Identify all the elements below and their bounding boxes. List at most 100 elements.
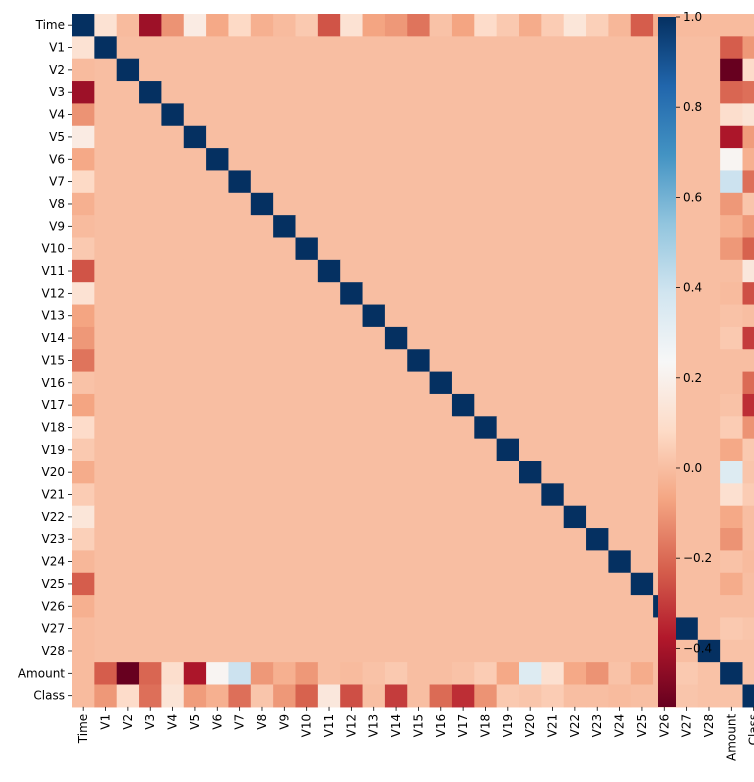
heatmap-cell-V1-V18 — [474, 36, 498, 60]
heatmap-cell-V5-V5 — [183, 125, 207, 149]
heatmap-cell-V15-V23 — [586, 349, 609, 373]
heatmap-cell-V21-V11 — [317, 483, 341, 507]
heatmap-cell-V14-V5 — [183, 326, 207, 350]
heatmap-cell-V16-V6 — [206, 371, 230, 395]
heatmap-cell-V7-V28 — [697, 170, 721, 194]
heatmap-cell-V19-V4 — [161, 438, 185, 462]
heatmap-cell-V14-V9 — [273, 326, 297, 350]
heatmap-cell-V9-V3 — [139, 215, 162, 239]
heatmap-cell-V6-V23 — [586, 148, 609, 172]
heatmap-cell-V4-V14 — [384, 103, 408, 127]
heatmap-cell-V2-V14 — [384, 58, 408, 82]
heatmap-cell-V28-V21 — [541, 639, 565, 663]
heatmap-cell-V17-V25 — [630, 393, 654, 417]
heatmap-cell-Class-V11 — [317, 684, 341, 708]
heatmap-cell-V15-V17 — [451, 349, 475, 373]
heatmap-cell-V27-V22 — [563, 617, 587, 641]
heatmap-cell-Amount-V19 — [496, 662, 520, 686]
heatmap-cell-V9-V14 — [384, 215, 408, 239]
heatmap-cell-Amount-Time — [72, 662, 95, 686]
heatmap-cell-V24-V16 — [429, 550, 453, 574]
heatmap-cell-V11-V22 — [563, 259, 587, 283]
heatmap-cell-V8-Amount — [720, 192, 744, 216]
heatmap-cell-V27-V4 — [161, 617, 185, 641]
heatmap-cell-V20-V24 — [608, 461, 632, 484]
heatmap-cell-V2-V27 — [675, 58, 699, 82]
colorbar-gradient — [658, 17, 676, 707]
heatmap-cell-Class-V6 — [206, 684, 230, 708]
heatmap-cell-V21-V4 — [161, 483, 185, 507]
heatmap-cell-V19-Time — [72, 438, 95, 462]
heatmap-cell-V7-V24 — [608, 170, 632, 194]
heatmap-cell-V26-V7 — [228, 595, 252, 619]
heatmap-cell-V2-V4 — [161, 58, 185, 82]
heatmap-cell-V6-Amount — [720, 148, 744, 172]
heatmap-cell-Amount-V7 — [228, 662, 252, 686]
x-tick-label-V15: V15 — [411, 714, 425, 737]
heatmap-cell-V5-V20 — [519, 125, 542, 149]
heatmap-cell-V8-V4 — [161, 192, 185, 216]
heatmap-cell-V16-V23 — [586, 371, 609, 395]
heatmap-cell-V11-V9 — [273, 259, 297, 283]
heatmap-cell-V4-V6 — [206, 103, 230, 127]
heatmap-cell-V2-V3 — [139, 58, 162, 82]
heatmap-cell-V27-V21 — [541, 617, 565, 641]
heatmap-cell-V26-V5 — [183, 595, 207, 619]
heatmap-cell-V15-V13 — [362, 349, 386, 373]
heatmap-cell-V27-V12 — [340, 617, 364, 641]
heatmap-cell-V26-V2 — [116, 595, 140, 619]
heatmap-cell-V13-V23 — [586, 304, 609, 328]
heatmap-cell-V26-V27 — [675, 595, 699, 619]
heatmap-cell-V4-V25 — [630, 103, 654, 127]
heatmap-cell-V5-V12 — [340, 125, 364, 149]
heatmap-cell-V1-Class — [742, 36, 754, 60]
heatmap-cell-V12-V19 — [496, 282, 520, 306]
heatmap-cell-V19-V24 — [608, 438, 632, 462]
heatmap-cell-V8-V14 — [384, 192, 408, 216]
heatmap-cell-V25-V7 — [228, 572, 252, 596]
heatmap-cell-V24-V20 — [519, 550, 542, 574]
x-tick-label-V27: V27 — [680, 714, 694, 737]
heatmap-cell-V8-V13 — [362, 192, 386, 216]
heatmap-cell-V18-V23 — [586, 416, 609, 440]
heatmap-cell-V13-V2 — [116, 304, 140, 328]
heatmap-cell-V8-V17 — [451, 192, 475, 216]
heatmap-cell-V13-Class — [742, 304, 754, 328]
heatmap-cell-V13-V27 — [675, 304, 699, 328]
y-tick-label-V11: V11 — [42, 264, 65, 278]
heatmap-cell-V22-V22 — [563, 505, 587, 529]
heatmap-cell-Class-V20 — [519, 684, 542, 708]
heatmap-cell-V28-Time — [72, 639, 95, 663]
heatmap-cell-V13-V28 — [697, 304, 721, 328]
heatmap-cell-Class-Class — [742, 684, 754, 708]
heatmap-cell-V27-V1 — [94, 617, 118, 641]
heatmap-cell-V20-V22 — [563, 461, 587, 484]
heatmap-cell-Amount-V25 — [630, 662, 654, 686]
y-tick-label-V7: V7 — [49, 175, 65, 189]
heatmap-cell-V2-V17 — [451, 58, 475, 82]
heatmap-cell-V22-Amount — [720, 505, 744, 529]
heatmap-cell-V8-V6 — [206, 192, 230, 216]
heatmap-cell-V11-V15 — [407, 259, 431, 283]
colorbar-tick-label: 0.4 — [683, 281, 702, 295]
heatmap-cell-V5-V28 — [697, 125, 721, 149]
heatmap-cell-V8-V7 — [228, 192, 252, 216]
heatmap-cell-V24-V9 — [273, 550, 297, 574]
heatmap-cell-V6-V8 — [250, 148, 274, 172]
heatmap-cell-V4-V27 — [675, 103, 699, 127]
heatmap-cell-V22-V11 — [317, 505, 341, 529]
heatmap-cell-V17-V2 — [116, 393, 140, 417]
heatmap-cell-V23-V18 — [474, 528, 498, 551]
heatmap-cell-V23-V17 — [451, 528, 475, 551]
heatmap-cell-V12-V25 — [630, 282, 654, 306]
heatmap-cell-V13-Time — [72, 304, 95, 328]
heatmap-cell-V16-V27 — [675, 371, 699, 395]
heatmap-cell-V15-V27 — [675, 349, 699, 373]
heatmap-cell-V7-V15 — [407, 170, 431, 194]
heatmap-cell-Class-V21 — [541, 684, 565, 708]
heatmap-cell-Time-V16 — [429, 14, 453, 37]
heatmap-cell-Class-V4 — [161, 684, 185, 708]
heatmap-cell-V16-V19 — [496, 371, 520, 395]
heatmap-cell-V26-V10 — [295, 595, 319, 619]
heatmap-cell-V4-V5 — [183, 103, 207, 127]
